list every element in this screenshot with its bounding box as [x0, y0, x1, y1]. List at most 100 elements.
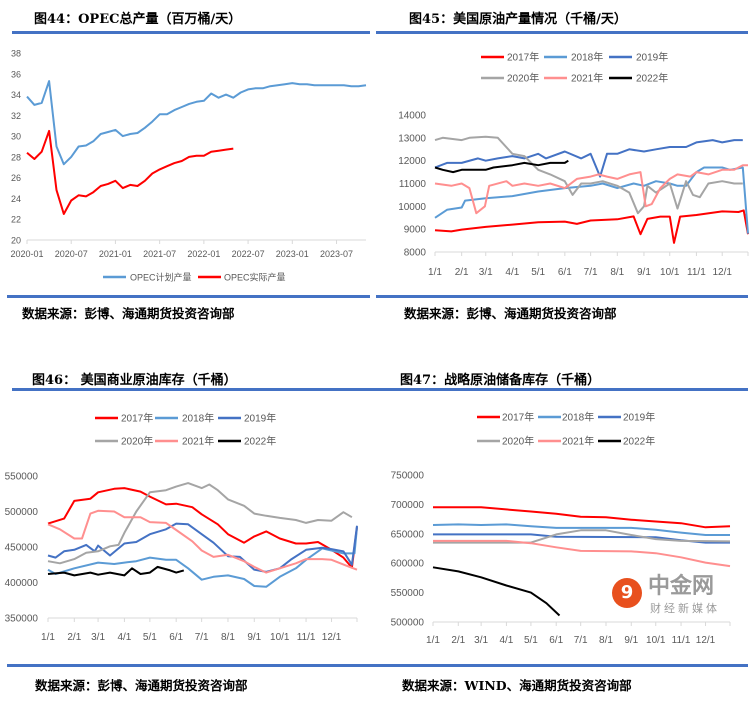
x-tick-label: 8/1: [599, 635, 613, 646]
legend-label: 2022年: [244, 435, 276, 448]
watermark-logo: 9 中金网 财经新媒体: [612, 574, 730, 618]
source-note: 数据来源：WIND、海通期货投资咨询部: [402, 678, 632, 693]
y-tick-label: 14000: [398, 111, 426, 122]
x-tick-label: 9/1: [247, 632, 261, 643]
y-tick-label: 38: [11, 49, 21, 59]
y-tick-label: 30: [11, 132, 21, 142]
series-line-2018年: [432, 523, 730, 536]
x-tick-label: 10/1: [270, 632, 290, 643]
x-tick-label: 10/1: [646, 635, 666, 646]
y-tick-label: 24: [11, 194, 21, 204]
x-tick-label: 6/1: [549, 635, 563, 646]
series-line-OPEC计划产量: [26, 80, 367, 166]
x-tick-label: 12/1: [322, 632, 342, 643]
chart-title-opec: 图44：OPEC总产量（百万桶/天）: [34, 12, 242, 27]
y-tick-label: 350000: [5, 614, 39, 625]
source-note: 数据来源：彭博、海通期货投资咨询部: [404, 306, 617, 321]
title-rule: [376, 388, 748, 391]
x-tick-label: 2022-01: [187, 249, 220, 259]
x-tick-label: 4/1: [117, 632, 131, 643]
chart-title-spr-inventory: 图47：战略原油储备库存（千桶）: [400, 373, 601, 388]
x-tick-label: 10/1: [660, 267, 680, 278]
y-tick-label: 700000: [391, 500, 425, 511]
legend-label: 2022年: [623, 435, 655, 448]
title-rule: [376, 31, 748, 34]
y-tick-label: 20: [11, 236, 21, 246]
source-note: 数据来源：彭博、海通期货投资咨询部: [22, 306, 235, 321]
x-tick-label: 2020-01: [10, 249, 43, 259]
x-tick-label: 8/1: [221, 632, 235, 643]
x-tick-label: 1/1: [41, 632, 55, 643]
x-tick-label: 7/1: [584, 267, 598, 278]
series-line-2018年: [47, 527, 358, 588]
x-tick-label: 9/1: [624, 635, 638, 646]
series-line-2022年: [434, 159, 569, 174]
x-tick-label: 7/1: [574, 635, 588, 646]
series-line-2022年: [47, 565, 185, 577]
legend-label: 2020年: [507, 72, 539, 85]
series-line-2017年: [434, 209, 749, 244]
x-tick-label: 3/1: [474, 635, 488, 646]
footer-rule: [7, 295, 370, 298]
title-rule: [12, 388, 376, 391]
x-tick-label: 3/1: [91, 632, 105, 643]
y-tick-label: 750000: [391, 471, 425, 482]
logo-name: 中金网: [648, 574, 715, 599]
legend-label: 2021年: [571, 72, 603, 85]
legend-label: OPEC实际产量: [224, 272, 286, 283]
legend-label: 2018年: [182, 412, 214, 425]
series-line-2021年: [47, 509, 358, 574]
series-line-2019年: [433, 533, 730, 544]
x-tick-label: 1/1: [428, 267, 442, 278]
x-tick-label: 2023-01: [276, 249, 309, 259]
legend-label: OPEC计划产量: [130, 272, 192, 283]
footer-rule: [376, 664, 748, 667]
logo-icon: 9: [612, 578, 642, 608]
x-tick-label: 4/1: [499, 635, 513, 646]
x-tick-label: 2022-07: [232, 249, 265, 259]
legend-label: 2019年: [636, 51, 668, 64]
x-tick-label: 12/1: [712, 267, 732, 278]
source-note: 数据来源：彭博、海通期货投资咨询部: [35, 678, 248, 693]
x-tick-label: 2/1: [451, 635, 465, 646]
title-rule: [12, 31, 370, 34]
x-tick-label: 2/1: [67, 632, 81, 643]
chart-title-us-production: 图45：美国原油产量情况（千桶/天）: [409, 12, 627, 27]
x-tick-label: 5/1: [524, 635, 538, 646]
footer-rule: [376, 295, 748, 298]
y-tick-label: 28: [11, 152, 21, 162]
y-tick-label: 600000: [391, 559, 425, 570]
y-tick-label: 400000: [5, 578, 39, 589]
series-line-2022年: [432, 566, 561, 617]
x-tick-label: 7/1: [195, 632, 209, 643]
x-tick-label: 5/1: [531, 267, 545, 278]
x-tick-label: 11/1: [687, 267, 706, 278]
legend-label: 2019年: [623, 411, 655, 424]
legend-label: 2018年: [571, 51, 603, 64]
y-tick-label: 32: [11, 111, 21, 121]
footer-rule: [7, 664, 376, 667]
x-tick-label: 2021-07: [143, 249, 176, 259]
logo-subtitle: 财经新媒体: [650, 602, 720, 615]
y-tick-label: 34: [11, 90, 21, 100]
legend-label: 2020年: [121, 435, 153, 448]
legend-label: 2020年: [502, 435, 534, 448]
y-tick-label: 500000: [5, 507, 39, 518]
x-tick-label: 3/1: [479, 267, 493, 278]
x-tick-label: 2/1: [455, 267, 469, 278]
series-line-2017年: [433, 506, 731, 529]
y-tick-label: 500000: [391, 618, 425, 629]
y-tick-label: 450000: [5, 543, 39, 554]
legend-label: 2021年: [562, 435, 594, 448]
legend-label: 2017年: [507, 51, 539, 64]
legend-label: 2019年: [244, 412, 276, 425]
series-line-2017年: [47, 487, 358, 569]
chart-title-commercial-inventory: 图46： 美国商业原油库存（千桶）: [32, 373, 237, 388]
y-tick-label: 36: [11, 69, 21, 79]
series-line-2020年: [434, 135, 743, 215]
x-tick-label: 2020-07: [55, 249, 88, 259]
series-line-2019年: [47, 522, 358, 573]
y-tick-label: 650000: [391, 529, 425, 540]
x-tick-label: 2021-01: [99, 249, 132, 259]
series-line-2021年: [434, 164, 748, 215]
